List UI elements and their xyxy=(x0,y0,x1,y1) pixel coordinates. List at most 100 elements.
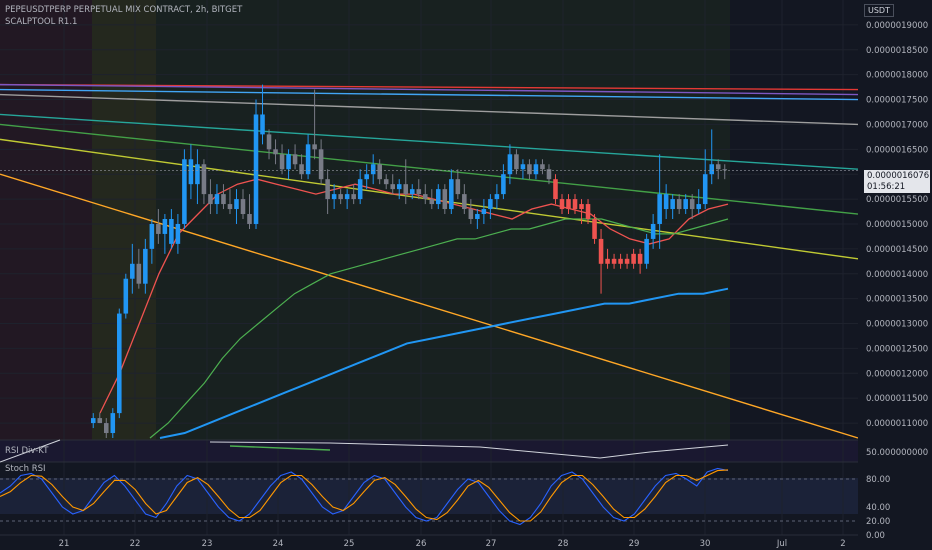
candle-body xyxy=(481,209,487,215)
zone-bearish xyxy=(0,0,92,440)
candlesticks xyxy=(0,84,858,438)
candle-body xyxy=(364,174,369,180)
candle-body xyxy=(514,154,519,170)
candle-body xyxy=(214,194,220,205)
price-tick-label: 0.0000013500 xyxy=(866,295,928,305)
candle-body xyxy=(312,144,317,150)
stoch-tick-label: 0.00 xyxy=(866,531,885,541)
candle-body xyxy=(611,258,617,264)
stoch-tick-label: 40.00 xyxy=(866,503,890,513)
trend-lines xyxy=(0,83,859,439)
candle-body xyxy=(683,199,688,210)
unit-selector[interactable]: USDT xyxy=(864,4,894,17)
candle-body xyxy=(130,263,135,279)
candle-body xyxy=(143,248,148,284)
candle-body xyxy=(637,253,643,264)
ema-slow-line xyxy=(159,287,729,439)
bar-countdown: 01:56:21 xyxy=(867,182,906,192)
zone-bullish xyxy=(156,0,730,440)
candle-body xyxy=(540,164,545,170)
candle-body xyxy=(227,204,233,210)
candle-body xyxy=(97,418,103,424)
candle-body xyxy=(240,199,246,215)
candle-body xyxy=(103,423,109,434)
candle-body xyxy=(507,154,513,175)
candle-body xyxy=(605,258,610,264)
candle-body xyxy=(592,219,597,239)
price-tick-label: 0.0000011000 xyxy=(866,419,928,429)
stoch-rsi-pane xyxy=(0,467,858,526)
candle-body xyxy=(221,194,226,205)
rsi-line xyxy=(0,439,729,463)
candle-body xyxy=(162,219,168,234)
candle-body xyxy=(533,164,539,175)
candle-body xyxy=(409,189,415,195)
candle-body xyxy=(553,179,558,200)
candle-body xyxy=(338,194,343,200)
candle-body xyxy=(494,194,500,200)
time-tick-label: 24 xyxy=(273,539,284,549)
trend-line-teal xyxy=(0,113,859,170)
trend-line-olive xyxy=(0,138,859,260)
stoch-band-fill xyxy=(0,478,858,514)
candle-body xyxy=(110,413,116,434)
price-tick-label: 0.0000018500 xyxy=(866,46,928,56)
candle-body xyxy=(572,199,578,210)
stoch-series-line xyxy=(0,469,729,522)
candle-body xyxy=(468,209,474,219)
candle-body xyxy=(702,174,708,205)
candle-body xyxy=(156,223,161,234)
candle-body xyxy=(234,199,239,210)
candle-body xyxy=(357,179,363,200)
candle-body xyxy=(299,164,304,175)
time-tick-label: 21 xyxy=(59,539,70,549)
stoch-pane-label: Stoch RSI xyxy=(5,464,46,474)
ema-mid-line xyxy=(149,218,729,439)
candle-body xyxy=(442,189,448,210)
candle-body xyxy=(449,179,454,210)
price-axis[interactable]: 0.0000019000 0.0000018500 0.0000018000 0.00… xyxy=(858,0,932,550)
candle-body xyxy=(663,194,669,210)
time-tick-label: 2 xyxy=(840,539,845,549)
candle-body xyxy=(377,164,382,180)
price-tick-label: 0.0000019000 xyxy=(866,21,928,31)
price-tick-label: 0.0000017500 xyxy=(866,96,928,106)
candle-body xyxy=(696,204,701,210)
candle-body xyxy=(195,164,200,185)
trend-line-red xyxy=(0,83,859,91)
candle-body xyxy=(208,194,213,205)
candle-body xyxy=(644,238,649,264)
candle-body xyxy=(429,199,435,205)
candle-body xyxy=(598,238,604,264)
candle-body xyxy=(351,194,356,200)
candle-body xyxy=(292,154,298,165)
candle-body xyxy=(117,313,122,414)
candle-body xyxy=(182,159,187,224)
stoch-series-line xyxy=(0,467,729,526)
candle-body xyxy=(422,194,428,200)
candle-body xyxy=(260,114,265,135)
candle-body xyxy=(657,194,662,224)
price-tick-label: 0.0000015500 xyxy=(866,195,928,205)
candle-body xyxy=(579,204,584,210)
zone-neutral xyxy=(92,0,156,440)
price-tick-label: 0.0000017000 xyxy=(866,120,928,130)
price-tick-label: 0.0000016500 xyxy=(866,145,928,155)
candle-body xyxy=(201,164,207,195)
time-tick-label: 26 xyxy=(416,539,427,549)
rsi-divergence-line xyxy=(229,445,331,451)
stoch-tick-label: 80.00 xyxy=(866,475,890,485)
trend-line-grey xyxy=(0,93,859,126)
trend-line-orange xyxy=(0,173,859,439)
candle-body xyxy=(188,159,194,185)
rsi-pane-label: RSI Div-KT xyxy=(5,446,49,456)
candle-body xyxy=(318,149,324,180)
price-tick-label: 0.0000018000 xyxy=(866,71,928,81)
candle-body xyxy=(501,174,506,195)
price-tick-label: 0.0000012000 xyxy=(866,369,928,379)
candle-body xyxy=(123,278,129,314)
candle-body xyxy=(520,164,526,170)
time-axis[interactable]: 21 22 23 24 25 26 27 28 29 30 Jul 2 xyxy=(59,539,846,549)
rsi-pane xyxy=(0,439,729,463)
